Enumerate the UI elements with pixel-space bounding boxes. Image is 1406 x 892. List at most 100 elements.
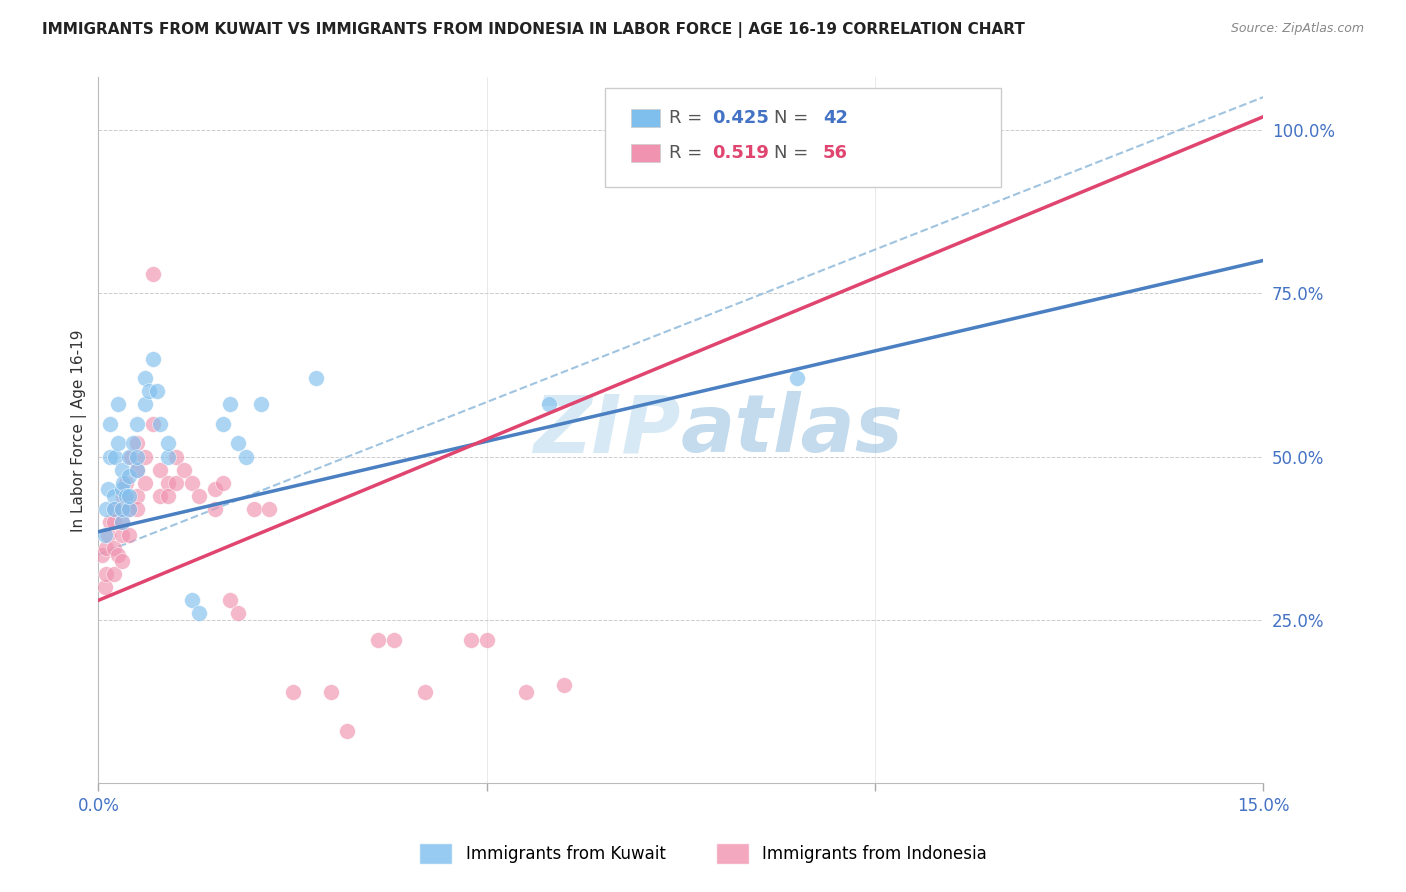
Point (94, 501, 117, 516)
Text: R =: R = (669, 144, 709, 162)
Point (103, 541, 125, 555)
Point (94, 567, 117, 582)
Point (173, 462, 195, 476)
Point (111, 501, 134, 516)
Point (382, 632, 405, 647)
Point (134, 450, 156, 464)
Point (122, 436, 145, 450)
Point (165, 450, 187, 464)
Point (165, 475, 187, 490)
Point (515, 685, 537, 699)
Text: IMMIGRANTS FROM KUWAIT VS IMMIGRANTS FROM INDONESIA IN LABOR FORCE | AGE 16-19 C: IMMIGRANTS FROM KUWAIT VS IMMIGRANTS FRO… (42, 22, 1025, 38)
FancyBboxPatch shape (605, 88, 1001, 186)
Point (211, 417, 233, 431)
Point (149, 489, 172, 503)
Point (103, 501, 125, 516)
Bar (631, 145, 659, 161)
Point (149, 462, 172, 476)
Point (211, 475, 233, 490)
Point (786, 122, 808, 136)
Point (138, 384, 160, 399)
Point (142, 417, 165, 431)
Point (111, 528, 134, 542)
Point (321, 685, 343, 699)
Point (226, 607, 249, 621)
Point (242, 501, 264, 516)
Point (336, 724, 359, 739)
Point (235, 450, 257, 464)
Point (97, 482, 120, 496)
Point (134, 475, 156, 490)
Point (786, 371, 808, 385)
Point (537, 397, 560, 411)
Point (219, 397, 242, 411)
Point (118, 528, 141, 542)
Point (118, 501, 141, 516)
Text: 42: 42 (823, 109, 848, 127)
Point (145, 384, 167, 399)
Point (157, 475, 180, 490)
Point (98, 417, 121, 431)
Text: ZIP: ZIP (533, 392, 681, 469)
Point (93, 528, 115, 542)
Point (111, 554, 134, 568)
Point (413, 685, 436, 699)
Text: 0.519: 0.519 (713, 144, 769, 162)
Point (107, 548, 129, 562)
Point (188, 607, 211, 621)
Point (367, 632, 389, 647)
Point (127, 450, 149, 464)
Point (111, 482, 134, 496)
Point (103, 567, 125, 582)
Point (118, 469, 141, 483)
Point (460, 632, 482, 647)
Point (180, 593, 202, 607)
Point (127, 462, 149, 476)
Point (107, 397, 129, 411)
Point (118, 501, 141, 516)
Point (118, 450, 141, 464)
Text: N =: N = (775, 109, 814, 127)
Point (134, 371, 156, 385)
Point (149, 417, 172, 431)
Point (127, 436, 149, 450)
Point (305, 371, 328, 385)
Point (104, 501, 127, 516)
Point (114, 489, 136, 503)
Text: R =: R = (669, 109, 709, 127)
Point (98, 450, 121, 464)
Point (226, 436, 249, 450)
Text: 0.425: 0.425 (713, 109, 769, 127)
Point (111, 501, 134, 516)
Point (142, 267, 165, 281)
Point (120, 450, 142, 464)
Point (111, 515, 134, 529)
Point (553, 678, 575, 692)
Point (180, 475, 202, 490)
Point (118, 489, 141, 503)
Point (281, 685, 304, 699)
Point (97, 528, 120, 542)
Point (257, 501, 280, 516)
Point (134, 397, 156, 411)
Point (112, 489, 135, 503)
Text: Source: ZipAtlas.com: Source: ZipAtlas.com (1230, 22, 1364, 36)
Point (188, 489, 211, 503)
Point (103, 515, 125, 529)
Point (825, 122, 848, 136)
Point (111, 462, 134, 476)
Text: atlas: atlas (681, 392, 904, 469)
Point (204, 501, 226, 516)
Point (111, 515, 134, 529)
Point (114, 475, 136, 490)
Point (142, 351, 165, 366)
Y-axis label: In Labor Force | Age 16-19: In Labor Force | Age 16-19 (72, 329, 87, 532)
Text: N =: N = (775, 144, 814, 162)
Point (127, 489, 149, 503)
Point (107, 436, 129, 450)
Point (127, 462, 149, 476)
Point (93, 580, 115, 594)
Point (91, 548, 114, 562)
Legend: Immigrants from Kuwait, Immigrants from Indonesia: Immigrants from Kuwait, Immigrants from … (412, 837, 994, 871)
Point (219, 593, 242, 607)
